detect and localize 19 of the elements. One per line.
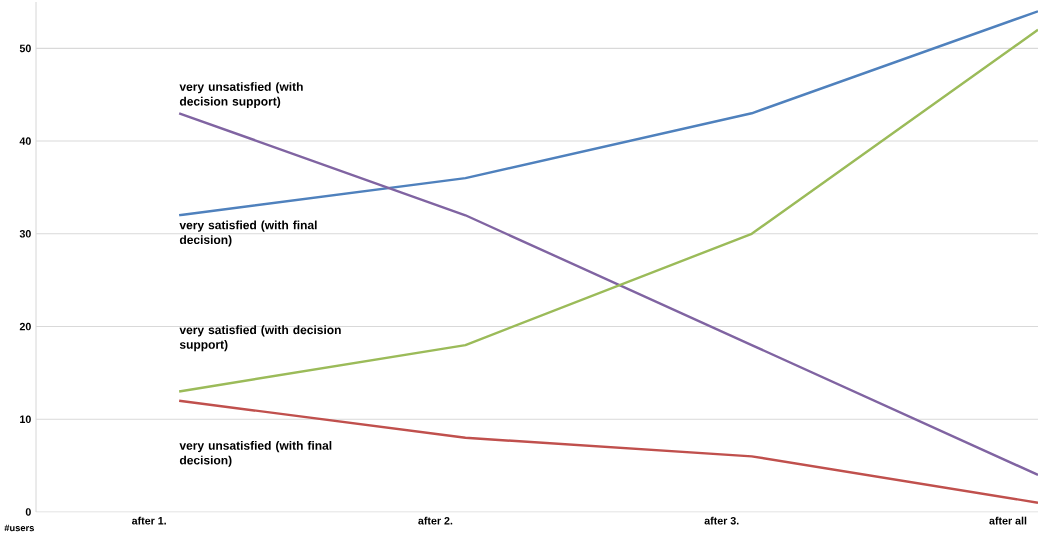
series-label: very unsatisfied (with final decision) [179,440,332,467]
x-tick-label: after 2. [418,516,453,525]
series-label: very unsatisfied (with decision support) [179,82,303,108]
x-tick-label: after 1. [131,516,166,525]
line-series [177,10,1038,217]
y-tick-label: 30 [19,230,31,238]
y-tick-label: 50 [19,44,31,53]
x-tick-label: after 3. [704,516,739,525]
y-axis-title: #users [4,524,34,532]
x-tick-label: after all [989,516,1027,525]
series-label: very satisfied (with final decision) [179,220,317,247]
line-series [177,399,1038,504]
y-tick-label: 0 [25,508,31,516]
y-tick-label: 20 [19,322,31,331]
line-series [177,28,1038,393]
line-series [177,112,1038,477]
y-tick-label: 40 [19,137,31,145]
y-tick-label: 10 [20,415,31,424]
series-label: very satisfied (with decision support) [179,325,341,352]
